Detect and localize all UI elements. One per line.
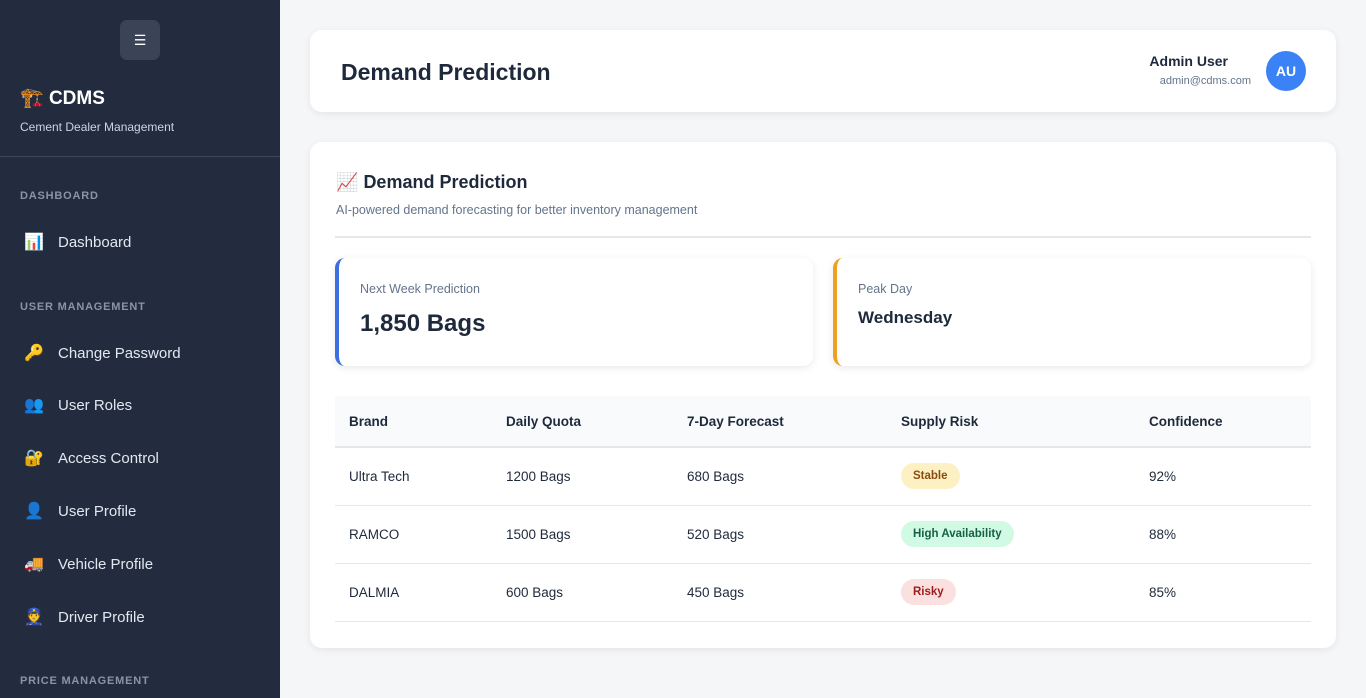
sidebar-item-driver-profile[interactable]: 👮 Driver Profile	[24, 607, 145, 627]
sidebar-item-label: Access Control	[58, 449, 159, 467]
table-cell: Risky	[887, 563, 1135, 622]
table-cell: High Availability	[887, 505, 1135, 564]
section-user-management: USER MANAGEMENT	[20, 301, 146, 313]
table-cell: 1200 Bags	[492, 447, 673, 506]
table-row: DALMIA 600 Bags 450 Bags Risky 85%	[335, 563, 1311, 622]
table-cell: RAMCO	[335, 505, 492, 564]
table-cell: 520 Bags	[673, 505, 887, 564]
lock-icon: 🔐	[24, 450, 44, 467]
stat-value: Wednesday	[858, 308, 953, 327]
user-icon: 👤	[24, 503, 44, 520]
sidebar-item-vehicle-profile[interactable]: 🚚 Vehicle Profile	[24, 554, 153, 574]
avatar[interactable]: AU	[1266, 51, 1306, 91]
card-title: 📈 Demand Prediction	[336, 172, 527, 193]
sidebar-item-label: Vehicle Profile	[58, 555, 154, 573]
driver-icon: 👮	[24, 609, 44, 626]
crane-icon: 🏗️	[20, 88, 44, 109]
user-name: Admin User	[1149, 53, 1228, 69]
table-cell: 600 Bags	[492, 563, 673, 622]
brand-name: CDMS	[48, 88, 105, 109]
table-cell: Stable	[887, 447, 1135, 506]
card-subtitle: AI-powered demand forecasting for better…	[336, 203, 698, 217]
table-cell: 1500 Bags	[492, 505, 673, 564]
sidebar-item-label: Dashboard	[58, 233, 132, 251]
sidebar-item-label: User Roles	[58, 396, 133, 414]
stat-label: Next Week Prediction	[360, 282, 480, 296]
table-cell: 680 Bags	[673, 447, 887, 506]
prediction-card: 📈 Demand Prediction AI-powered demand fo…	[310, 142, 1336, 648]
stat-next-week: Next Week Prediction 1,850 Bags	[335, 258, 813, 366]
table-cell: 88%	[1135, 505, 1311, 564]
table-cell: 92%	[1135, 447, 1311, 506]
header: Demand Prediction Admin User admin@cdms.…	[310, 30, 1336, 112]
risk-badge: Stable	[901, 463, 960, 490]
section-price-management: PRICE MANAGEMENT	[20, 675, 150, 687]
divider	[335, 236, 1311, 238]
sidebar-item-label: Driver Profile	[58, 608, 145, 626]
chart-icon: 📊	[24, 234, 44, 251]
users-icon: 👥	[24, 397, 44, 414]
sidebar-item-label: Change Password	[58, 344, 181, 362]
sidebar-item-user-profile[interactable]: 👤 User Profile	[24, 501, 136, 521]
key-icon: 🔑	[24, 345, 44, 362]
col-brand: Brand	[335, 396, 492, 448]
brand: 🏗️ CDMS	[20, 86, 105, 110]
page-title: Demand Prediction	[341, 59, 551, 85]
risk-badge: High Availability	[901, 521, 1014, 547]
truck-icon: 🚚	[24, 556, 44, 573]
table-cell: 450 Bags	[673, 563, 887, 622]
stat-label: Peak Day	[858, 282, 913, 296]
sidebar-item-user-roles[interactable]: 👥 User Roles	[24, 395, 132, 415]
brand-subtitle: Cement Dealer Management	[20, 120, 175, 134]
sidebar-item-label: User Profile	[58, 502, 137, 520]
table-row: Ultra Tech 1200 Bags 680 Bags Stable 92%	[335, 447, 1311, 506]
prediction-table: Brand Daily Quota 7-Day Forecast Supply …	[335, 396, 1311, 622]
col-supply-risk: Supply Risk	[887, 396, 1135, 448]
table-cell: 85%	[1135, 563, 1311, 622]
col-confidence: Confidence	[1135, 396, 1311, 448]
stat-peak-day: Peak Day Wednesday	[833, 258, 1311, 366]
table-row: RAMCO 1500 Bags 520 Bags High Availability 8…	[335, 505, 1311, 564]
sidebar-item-change-password[interactable]: 🔑 Change Password	[24, 343, 181, 363]
section-dashboard: DASHBOARD	[20, 190, 99, 202]
table-cell: Ultra Tech	[335, 447, 492, 506]
col-forecast: 7-Day Forecast	[673, 396, 887, 448]
sidebar-item-access-control[interactable]: 🔐 Access Control	[24, 448, 159, 468]
col-daily-quota: Daily Quota	[492, 396, 673, 448]
risk-badge: Risky	[901, 579, 956, 605]
sidebar-item-dashboard[interactable]: 📊 Dashboard	[24, 232, 131, 252]
chart-up-icon: 📈	[336, 172, 359, 192]
menu-toggle-button[interactable]: ☰	[120, 20, 160, 60]
user-email: admin@cdms.com	[1159, 75, 1251, 87]
sidebar: ☰ 🏗️ CDMS Cement Dealer Management DASHB…	[0, 0, 280, 698]
card-title-text: Demand Prediction	[363, 172, 528, 192]
table-cell: DALMIA	[335, 563, 492, 622]
stat-value: 1,850 Bags	[360, 310, 486, 337]
table-header-row: Brand Daily Quota 7-Day Forecast Supply …	[335, 396, 1311, 448]
divider	[0, 156, 280, 157]
